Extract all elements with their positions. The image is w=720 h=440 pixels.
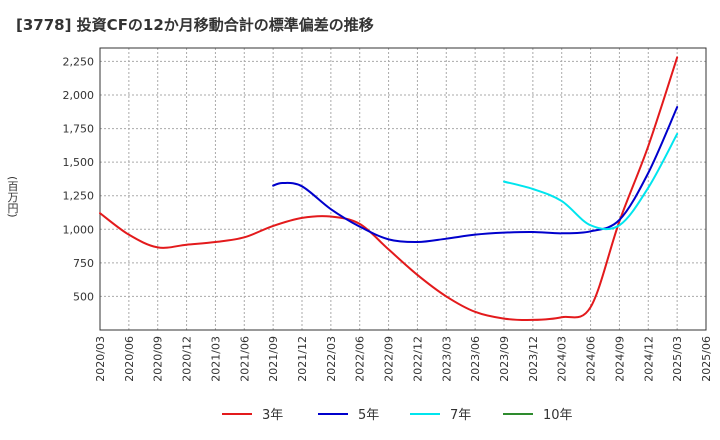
x-tick-label: 2023/06	[469, 336, 482, 382]
x-tick-label: 2024/12	[642, 336, 655, 382]
x-tick-label: 2022/12	[411, 336, 424, 382]
x-tick-label: 2022/09	[383, 336, 396, 382]
y-tick-label: 1,250	[63, 190, 95, 203]
x-tick-label: 2021/09	[267, 336, 280, 382]
x-tick-label: 2023/03	[440, 336, 453, 382]
x-tick-label: 2022/03	[325, 336, 338, 382]
y-tick-label: 500	[73, 290, 94, 303]
y-tick-label: 750	[73, 257, 94, 270]
x-tick-label: 2021/03	[209, 336, 222, 382]
x-tick-label: 2024/06	[585, 336, 598, 382]
x-tick-label: 2020/03	[94, 336, 107, 382]
x-tick-label: 2025/03	[671, 336, 684, 382]
chart-title: [3778] 投資CFの12か月移動合計の標準偏差の推移	[16, 16, 374, 34]
y-axis-label: (百万円)	[6, 176, 19, 218]
x-tick-label: 2022/06	[354, 336, 367, 382]
y-tick-label: 1,000	[63, 223, 95, 236]
x-tick-label: 2025/06	[700, 336, 713, 382]
x-tick-label: 2024/03	[556, 336, 569, 382]
plot-area	[100, 48, 706, 330]
y-tick-label: 2,250	[63, 55, 95, 68]
x-tick-label: 2023/12	[527, 336, 540, 382]
legend-label: 5年	[358, 408, 379, 423]
legend-label: 3年	[262, 408, 283, 423]
series-line-7年	[503, 132, 679, 231]
x-tick-label: 2021/12	[296, 336, 309, 382]
x-tick-label: 2020/12	[181, 336, 194, 382]
plot-border	[99, 47, 707, 331]
x-tick-label: 2020/09	[152, 336, 165, 382]
series-line-5年	[272, 106, 679, 244]
y-tick-label: 1,750	[63, 123, 95, 136]
x-tick-label: 2024/09	[613, 336, 626, 382]
y-tick-label: 1,500	[63, 156, 95, 169]
series-line-3年	[99, 56, 679, 322]
x-tick-label: 2021/06	[238, 336, 251, 382]
x-tick-label: 2020/06	[123, 336, 136, 382]
y-tick-label: 2,000	[63, 89, 95, 102]
legend-label: 7年	[450, 408, 471, 423]
x-tick-label: 2023/09	[498, 336, 511, 382]
legend-label: 10年	[543, 408, 573, 423]
